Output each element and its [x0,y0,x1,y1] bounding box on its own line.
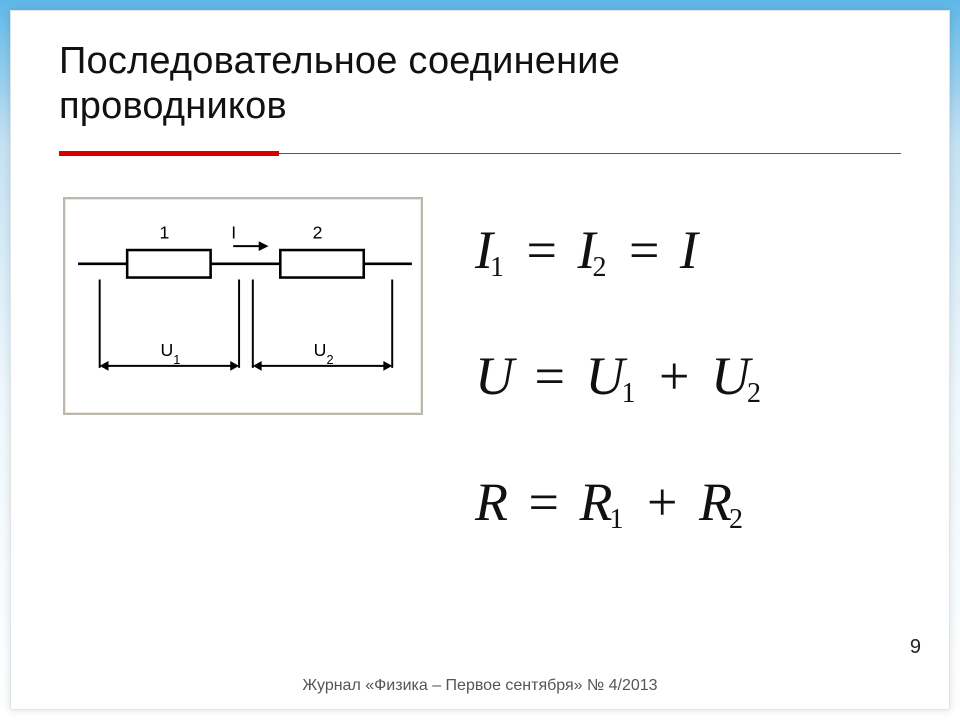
title-line-2: проводников [59,85,287,127]
eq-icon: = [526,220,557,280]
footer: Журнал «Физика – Первое сентября» № 4/20… [11,677,949,695]
var-R2: R [699,472,733,532]
rule-red [59,151,279,156]
svg-text:U2: U2 [314,340,334,367]
sub-1: 1 [609,504,624,535]
eq-icon: = [535,346,566,406]
var-I: I [680,220,699,280]
sub-2: 2 [592,252,607,283]
var-U: U [475,346,515,406]
var-R: R [475,472,509,532]
rule-gray [279,153,901,154]
svg-text:U1: U1 [161,340,181,367]
svg-text:1: 1 [160,222,170,242]
svg-text:I: I [231,222,236,242]
var-U2: U [711,346,751,406]
circuit-diagram: 1 2 I U1 U2 [63,197,423,415]
formula-current: I1 = I2 = I [475,219,911,281]
formula-voltage: U = U1 + U2 [475,345,911,407]
slide-title: Последовательное соединение проводников [59,39,901,129]
eq-icon: = [529,472,560,532]
title-block: Последовательное соединение проводников [11,11,949,141]
sub-2: 2 [747,378,762,409]
page-number: 9 [910,636,921,659]
svg-text:2: 2 [313,222,323,242]
slide: Последовательное соединение проводников … [10,10,950,710]
formula-resistance: R = R1 + R2 [475,471,911,533]
plus-icon: + [659,346,690,406]
sub-1: 1 [490,252,505,283]
content-row: 12IU1U2 I1 = I2 = I U = U1 + U2 R = R1 + [11,159,949,597]
plus-icon: + [647,472,678,532]
sub-2: 2 [729,504,744,535]
title-rule [59,151,901,159]
circuit-diagram-wrap: 1 2 I U1 U2 [63,185,433,597]
formulas: I1 = I2 = I U = U1 + U2 R = R1 + R2 [457,185,911,597]
eq-icon: = [629,220,660,280]
sub-1: 1 [621,378,636,409]
var-U1: U [585,346,625,406]
title-line-1: Последовательное соединение [59,40,620,82]
